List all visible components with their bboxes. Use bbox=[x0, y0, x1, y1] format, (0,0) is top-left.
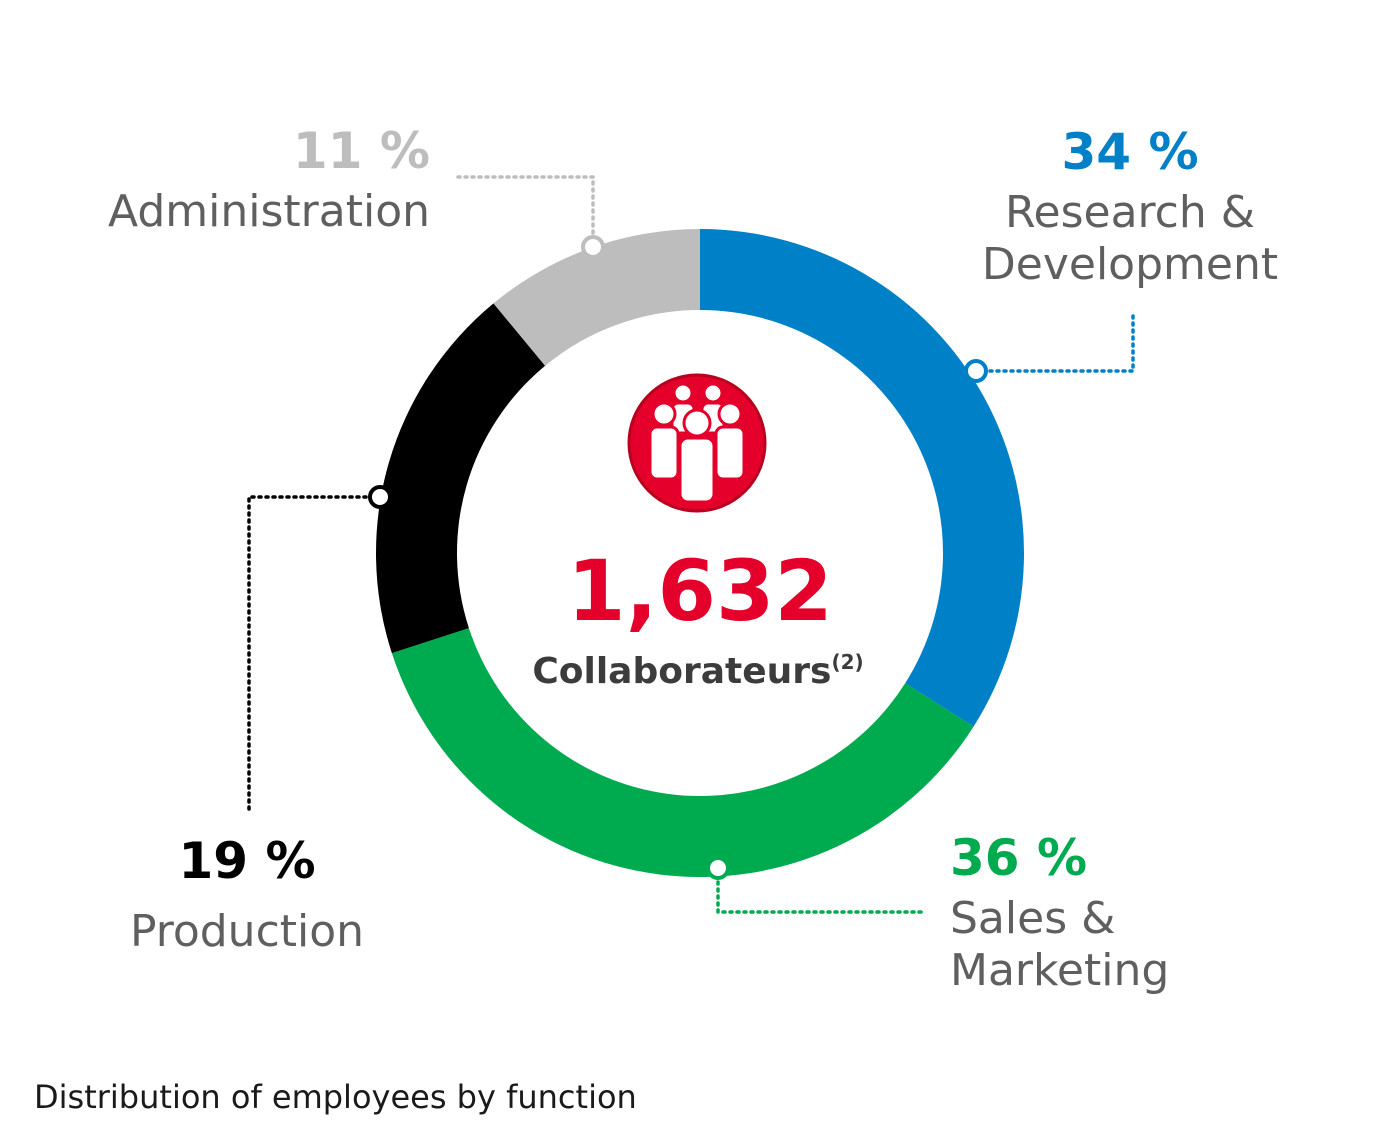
total-footnote: (2) bbox=[831, 650, 863, 674]
donut-slice-production bbox=[376, 303, 546, 654]
chart-caption: Distribution of employees by function bbox=[34, 1078, 637, 1116]
connector-line-rnd bbox=[974, 313, 1135, 373]
slice-label-pct-rnd: 34 % bbox=[1061, 123, 1198, 181]
connector-marker-sales bbox=[706, 856, 730, 880]
donut-slice-rnd bbox=[700, 229, 1024, 727]
slice-label-sales-line1: Sales & bbox=[950, 893, 1115, 944]
slice-label-admin: Administration bbox=[108, 186, 430, 237]
connector-line-production bbox=[247, 495, 382, 812]
slice-label-pct-production: 19 % bbox=[178, 832, 315, 890]
donut-slices bbox=[376, 229, 1024, 878]
people-group-icon bbox=[627, 373, 767, 513]
connector-marker-rnd bbox=[964, 359, 988, 383]
donut-slice-admin bbox=[493, 229, 700, 366]
slice-label-rnd-line2: Development bbox=[982, 239, 1278, 290]
connector-line-sales bbox=[716, 866, 927, 914]
donut-slice-sales bbox=[391, 628, 974, 878]
slice-label-sales-line2: Marketing bbox=[950, 945, 1169, 996]
connector-line-admin bbox=[453, 175, 595, 249]
total-label-text: Collaborateurs bbox=[532, 651, 831, 692]
slice-label-pct-admin: 11 % bbox=[293, 122, 430, 180]
connector-marker-production bbox=[368, 485, 392, 509]
slice-label-pct-sales: 36 % bbox=[950, 829, 1087, 887]
slice-label-rnd-line1: Research & bbox=[1005, 187, 1255, 238]
total-employees-label: Collaborateurs(2) bbox=[532, 650, 863, 692]
label-connectors bbox=[247, 175, 1135, 914]
connector-marker-admin bbox=[581, 235, 605, 259]
total-employees: 1,632 bbox=[567, 542, 833, 640]
slice-label-production: Production bbox=[130, 906, 364, 957]
